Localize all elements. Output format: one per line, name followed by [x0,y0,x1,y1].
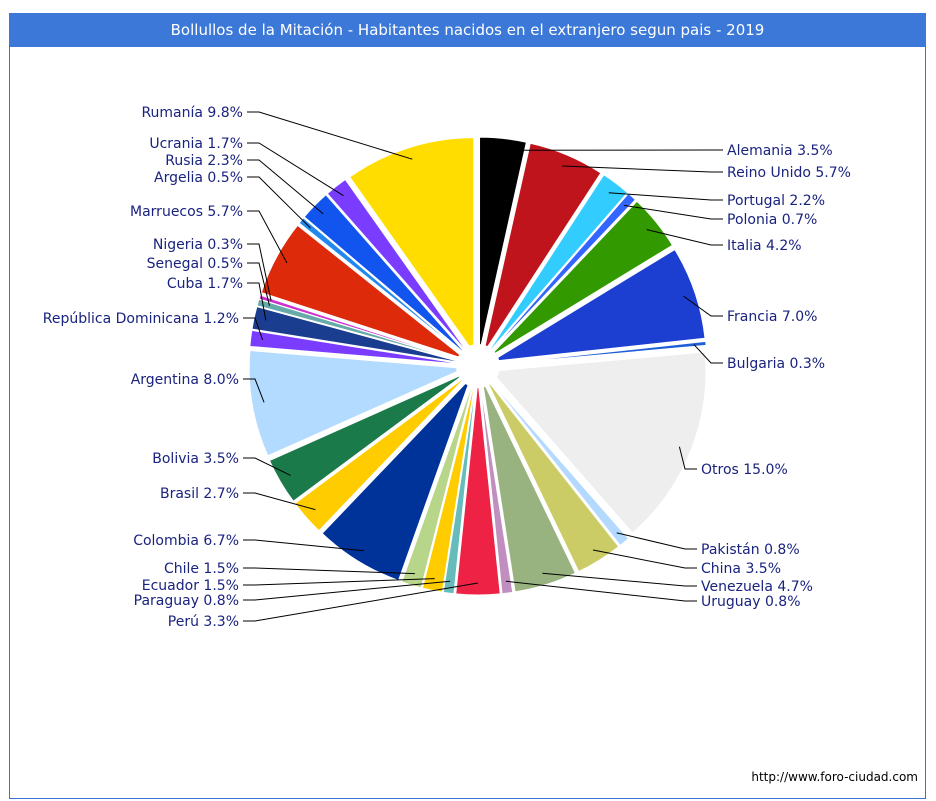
source-credit: http://www.foro-ciudad.com [751,770,918,784]
slice-label: Uruguay 0.8% [701,594,801,610]
pie-slice-república-dominicana [249,329,465,365]
slice-label: Brasil 2.7% [160,486,239,502]
leader-line [247,176,311,229]
pie-slice-marruecos [260,224,466,360]
leader-line [608,192,723,201]
leader-line [243,578,435,586]
slice-label: China 3.5% [701,561,781,577]
slice-label: Argentina 8.0% [131,372,239,388]
slice-label: Rumanía 9.8% [141,105,243,121]
slice-label: Ecuador 1.5% [142,578,239,594]
slice-label: Alemania 3.5% [727,143,833,159]
leader-line [247,142,344,197]
leader-line [243,567,415,575]
slice-label: Bolivia 3.5% [152,451,239,467]
slice-label: Senegal 0.5% [147,256,243,272]
pie-slice-bolivia [268,372,467,502]
pie-slice-uruguay [479,379,514,595]
pie-slice-nigeria [258,294,465,363]
slice-label: Chile 1.5% [164,561,239,577]
slice-label: Paraguay 0.8% [134,593,239,609]
slice-label: Nigeria 0.3% [153,237,243,253]
pie-slice-brasil [294,374,468,532]
slice-label: Ucrania 1.7% [149,136,243,152]
slice-label: Francia 7.0% [727,309,817,325]
leader-line [247,210,288,264]
leader-line [247,262,270,306]
slice-label: Pakistán 0.8% [701,542,800,558]
pie-slice-bulgaria [491,340,707,366]
leader-line [592,549,697,569]
pie-center [456,344,500,388]
leader-line [247,282,267,321]
leader-line [678,446,697,470]
pie-slice-argelia [298,217,468,358]
slice-label: República Dominicana 1.2% [43,311,239,327]
slice-label: Polonia 0.7% [727,212,817,228]
pie-slice-reino-unido [482,142,602,354]
pie-slice-rumanía [348,137,475,355]
leader-line [243,492,316,511]
slice-label: Reino Unido 5.7% [727,165,851,181]
leader-line [693,344,723,364]
pie-slice-ucrania [326,178,470,356]
pie-slice-venezuela [481,379,577,593]
leader-line [562,165,723,173]
slice-label: Rusia 2.3% [165,153,243,169]
leader-line [243,539,365,552]
leader-line [683,295,723,317]
pie-slice-perú [455,379,501,596]
leader-line [646,229,723,246]
slice-label: Venezuela 4.7% [701,579,813,595]
slice-label: Marruecos 5.7% [130,204,243,220]
leader-line [616,532,697,550]
slice-label: Portugal 2.2% [727,193,825,209]
slice-label: Bulgaria 0.3% [727,356,825,372]
pie-slice-polonia [487,192,637,356]
slice-label: Argelia 0.5% [154,170,243,186]
slice-label: Colombia 6.7% [133,533,239,549]
pie-slice-pakistán [486,376,630,547]
leader-line [243,580,451,601]
pie-slice-argentina [248,349,465,457]
leader-line [247,159,324,215]
leader-line [243,582,479,622]
pie-slice-rusia [303,194,469,357]
slice-label: Italia 4.2% [727,238,802,254]
slice-label: Otros 15.0% [701,462,788,478]
pie-slice-colombia [321,377,472,582]
leader-line [243,378,265,403]
leader-line [542,572,697,587]
slice-label: Cuba 1.7% [167,276,243,292]
leader-line [623,204,723,220]
leader-line [247,111,413,160]
pie-slice-portugal [486,173,629,356]
slice-label: Perú 3.3% [168,614,239,630]
leader-line [243,317,264,341]
pie-slice-alemania [479,136,527,353]
leader-line [505,580,697,602]
pie-slice-china [484,377,620,573]
leader-line [243,457,291,476]
pie-slice-francia [490,248,706,362]
pie-slice-italia [488,200,674,358]
pie-slice-paraguay [442,379,477,595]
leader-line [247,243,272,301]
pie-slice-otros [489,351,707,534]
chart-title: Bollullos de la Mitación - Habitantes na… [9,13,926,47]
